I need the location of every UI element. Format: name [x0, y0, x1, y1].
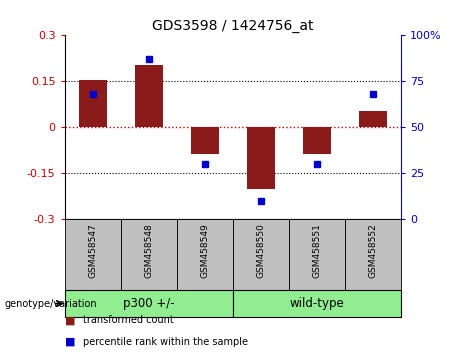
- Bar: [247, 127, 275, 189]
- Text: genotype/variation: genotype/variation: [5, 298, 97, 309]
- Text: GSM458547: GSM458547: [88, 223, 97, 278]
- Text: GSM458549: GSM458549: [200, 223, 209, 278]
- Text: p300 +/-: p300 +/-: [123, 297, 174, 310]
- Text: GSM458551: GSM458551: [313, 223, 321, 278]
- Text: ■: ■: [65, 337, 75, 347]
- Bar: [135, 64, 163, 127]
- Bar: [177, 219, 233, 290]
- Bar: [65, 290, 233, 317]
- Text: percentile rank within the sample: percentile rank within the sample: [83, 337, 248, 347]
- Bar: [191, 127, 219, 154]
- Bar: [121, 219, 177, 290]
- Bar: [359, 110, 387, 127]
- Bar: [303, 127, 331, 154]
- Text: GSM458552: GSM458552: [368, 223, 378, 278]
- Bar: [233, 219, 289, 290]
- Text: wild-type: wild-type: [290, 297, 344, 310]
- Bar: [78, 80, 106, 127]
- Bar: [345, 219, 401, 290]
- Bar: [289, 219, 345, 290]
- Text: ■: ■: [65, 315, 75, 325]
- Title: GDS3598 / 1424756_at: GDS3598 / 1424756_at: [152, 19, 313, 33]
- Text: GSM458550: GSM458550: [256, 223, 266, 278]
- Text: transformed count: transformed count: [83, 315, 174, 325]
- Bar: [233, 290, 401, 317]
- Text: GSM458548: GSM458548: [144, 223, 153, 278]
- Bar: [65, 219, 121, 290]
